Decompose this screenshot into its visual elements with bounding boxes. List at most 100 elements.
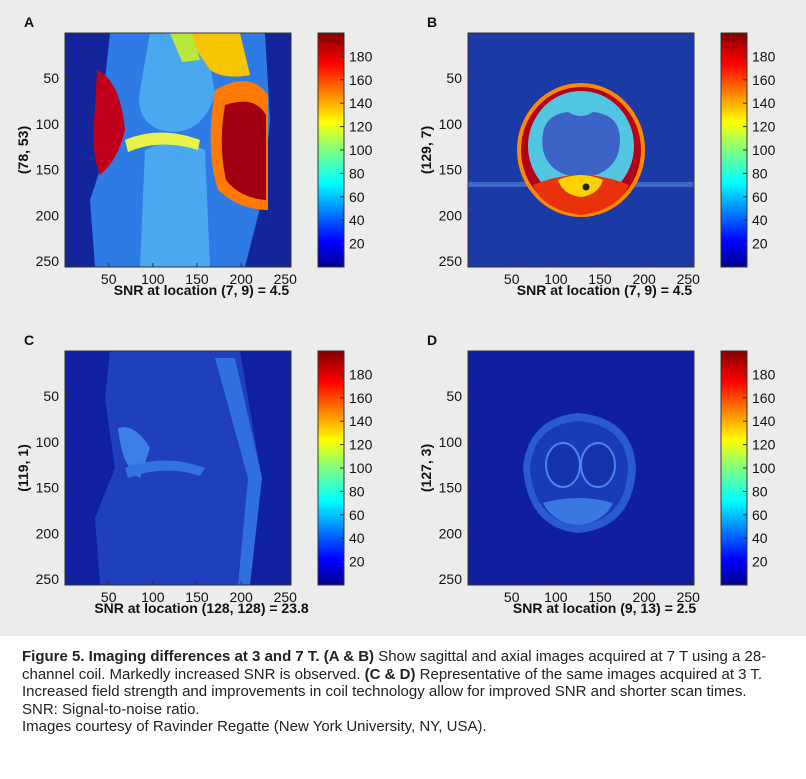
colorbar-tick-label: 20 xyxy=(752,236,768,252)
y-tick-label: 150 xyxy=(439,162,463,178)
colorbar-tick-label: 60 xyxy=(349,507,365,523)
colorbar-tick-label: 60 xyxy=(349,189,365,205)
y-tick-label: 100 xyxy=(439,434,463,450)
x-tick-label: 150 xyxy=(588,589,612,605)
upper-green-region xyxy=(170,33,200,62)
colorbar-tick-label: 180 xyxy=(752,366,776,382)
y-tick-label: 150 xyxy=(36,480,60,496)
x-tick-label: 250 xyxy=(274,589,298,605)
y-tick-label: 150 xyxy=(439,480,463,496)
snr-label: SNR at location (7, 9) = 4.5 xyxy=(516,282,693,298)
x-tick-label: 100 xyxy=(544,271,568,287)
mri-image xyxy=(65,33,291,267)
caption-text-1: Show sagittal and axial images acquired … xyxy=(22,648,767,683)
y-tick-label: 200 xyxy=(36,207,60,223)
y-tick-label: 50 xyxy=(446,388,462,404)
x-tick-label: 100 xyxy=(544,589,568,605)
tibia-bone xyxy=(140,142,210,267)
colorbar-tick-label: 100 xyxy=(349,460,373,476)
panel-letter: B xyxy=(427,14,438,30)
caption-ref-ab: (A & B) xyxy=(323,648,375,665)
image-frame xyxy=(467,350,695,586)
image-frame xyxy=(467,32,695,268)
colorbar-tick-label: 180 xyxy=(349,48,373,64)
colorbar-tick-label: 20 xyxy=(349,236,365,252)
panel-a: A 50 100 150 200 250 50 100 150 200 250 (78, 53) 20 4… xyxy=(0,0,403,318)
x-tick-label: 100 xyxy=(141,589,165,605)
x-tick-label: 50 xyxy=(504,589,520,605)
colorbar-tick-label: 40 xyxy=(349,530,365,546)
caption-abbreviation: SNR: Signal-to-noise ratio. xyxy=(22,700,200,718)
colorbar-tick-label: 160 xyxy=(752,390,776,406)
colorbar-tick-label: 80 xyxy=(349,483,365,499)
colorbar-tick-label: 160 xyxy=(349,390,373,406)
colorbar-tick-label: 180 xyxy=(349,366,373,382)
y-tick-label: 200 xyxy=(439,525,463,541)
colorbar-tick-label: 120 xyxy=(349,437,373,453)
colorbar-tick-label: 60 xyxy=(752,189,768,205)
medial-condyle xyxy=(545,442,581,488)
mri-image xyxy=(468,351,694,585)
snr-label: SNR at location (9, 13) = 2.5 xyxy=(512,600,697,616)
x-tick-label: 150 xyxy=(185,589,209,605)
panel-letter: D xyxy=(427,332,438,348)
colorbar-tick-label: 100 xyxy=(349,142,373,158)
x-tick-label: 200 xyxy=(632,589,656,605)
posterior-skin-bright xyxy=(215,358,262,585)
anterior-hot-region xyxy=(93,70,125,175)
vessel-dot xyxy=(582,183,590,191)
mri-image xyxy=(65,351,291,585)
y-tick-label: 250 xyxy=(36,571,60,587)
y-tick-label: 100 xyxy=(439,116,463,132)
caption-ref-cd: (C & D) xyxy=(364,665,416,683)
colorbar-tick-label: 120 xyxy=(349,119,373,135)
y-tick-label: 50 xyxy=(43,388,59,404)
x-tick-label: 150 xyxy=(588,271,612,287)
joint-line xyxy=(125,460,205,478)
colorbar-tick-label: 160 xyxy=(752,72,776,88)
x-tick-label: 50 xyxy=(101,271,117,287)
snr-label: SNR at location (7, 9) = 4.5 xyxy=(113,282,290,298)
y-tick-label: 250 xyxy=(36,253,60,269)
colorbar-tick-label: 100 xyxy=(752,142,776,158)
colorbar-tick-label: 140 xyxy=(752,95,776,111)
colorbar xyxy=(317,32,345,268)
y-axis-label: (127, 3) xyxy=(418,444,434,492)
x-tick-label: 150 xyxy=(185,271,209,287)
figure-caption: Figure 5. Imaging differences at 3 and 7… xyxy=(22,648,792,736)
y-tick-label: 200 xyxy=(439,207,463,223)
colorbar-tick-label: 60 xyxy=(752,507,768,523)
figure-area: A 50 100 150 200 250 50 100 150 200 250 (78, 53) 20 4… xyxy=(0,0,806,636)
y-tick-label: 100 xyxy=(36,434,60,450)
panel-letter: A xyxy=(24,14,35,30)
mri-plot: 50 100 150 200 250 50 100 150 200 250 (129, 7) 20 40… xyxy=(418,32,776,287)
x-tick-label: 50 xyxy=(101,589,117,605)
colorbar-tick-label: 40 xyxy=(752,212,768,228)
mri-plot: 50 100 150 200 250 50 100 150 200 250 (119, 1) 20 40… xyxy=(15,350,373,605)
colorbar-tick-label: 160 xyxy=(349,72,373,88)
colorbar-tick-label: 20 xyxy=(349,554,365,570)
colorbar-tick-label: 180 xyxy=(752,48,776,64)
x-tick-label: 200 xyxy=(229,589,253,605)
y-axis-label: (129, 7) xyxy=(418,126,434,174)
y-axis-label: (78, 53) xyxy=(15,126,31,174)
y-tick-label: 150 xyxy=(36,162,60,178)
upper-bright-region xyxy=(185,33,250,77)
lateral-condyle xyxy=(580,442,616,488)
image-frame xyxy=(64,32,292,268)
x-tick-label: 100 xyxy=(141,271,165,287)
colorbar-tick-label: 40 xyxy=(349,212,365,228)
colorbar-tick-label: 100 xyxy=(752,460,776,476)
colorbar-tick-label: 140 xyxy=(349,95,373,111)
snr-label: SNR at location (128, 128) = 23.8 xyxy=(94,600,309,616)
x-tick-label: 50 xyxy=(504,271,520,287)
y-tick-label: 250 xyxy=(439,253,463,269)
posterior-hot-region xyxy=(221,101,266,200)
y-tick-label: 100 xyxy=(36,116,60,132)
colorbar xyxy=(317,350,345,586)
panel-c: C 50 100 150 200 250 50 100 150 200 250 (119, 1) 20 4… xyxy=(0,318,403,636)
caption-credit: Images courtesy of Ravinder Regatte (New… xyxy=(22,718,487,735)
colorbar-tick-label: 40 xyxy=(752,530,768,546)
caption-text-2: Representative of the same images acquir… xyxy=(22,665,763,701)
colorbar xyxy=(720,350,748,586)
